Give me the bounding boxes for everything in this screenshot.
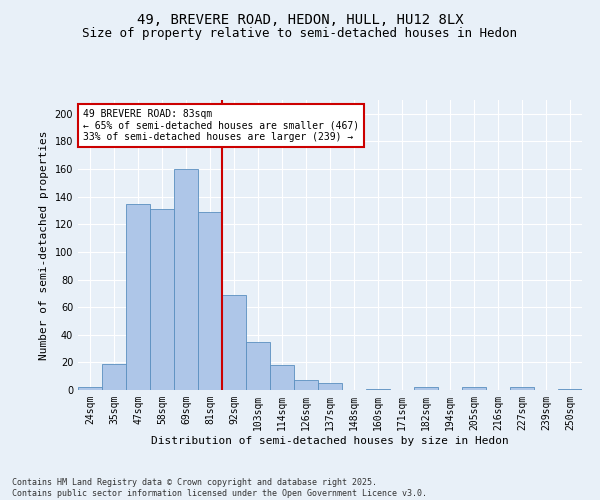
Bar (126, 204, 150, 390)
X-axis label: Distribution of semi-detached houses by size in Hedon: Distribution of semi-detached houses by … (151, 436, 509, 446)
Bar (198, 212, 222, 390)
Bar (78, 387, 102, 390)
Bar (462, 387, 486, 390)
Bar (150, 209, 174, 390)
Bar (174, 169, 198, 390)
Bar (366, 388, 390, 390)
Bar (270, 365, 294, 390)
Bar (102, 364, 126, 390)
Bar (246, 342, 270, 390)
Y-axis label: Number of semi-detached properties: Number of semi-detached properties (39, 130, 49, 360)
Bar (222, 294, 246, 390)
Text: 49 BREVERE ROAD: 83sqm
← 65% of semi-detached houses are smaller (467)
33% of se: 49 BREVERE ROAD: 83sqm ← 65% of semi-det… (83, 108, 359, 142)
Text: Size of property relative to semi-detached houses in Hedon: Size of property relative to semi-detach… (83, 28, 517, 40)
Text: Contains HM Land Registry data © Crown copyright and database right 2025.
Contai: Contains HM Land Registry data © Crown c… (12, 478, 427, 498)
Bar (558, 388, 582, 390)
Text: 49, BREVERE ROAD, HEDON, HULL, HU12 8LX: 49, BREVERE ROAD, HEDON, HULL, HU12 8LX (137, 12, 463, 26)
Bar (318, 383, 342, 390)
Bar (414, 387, 438, 390)
Bar (294, 380, 318, 390)
Bar (510, 387, 534, 390)
